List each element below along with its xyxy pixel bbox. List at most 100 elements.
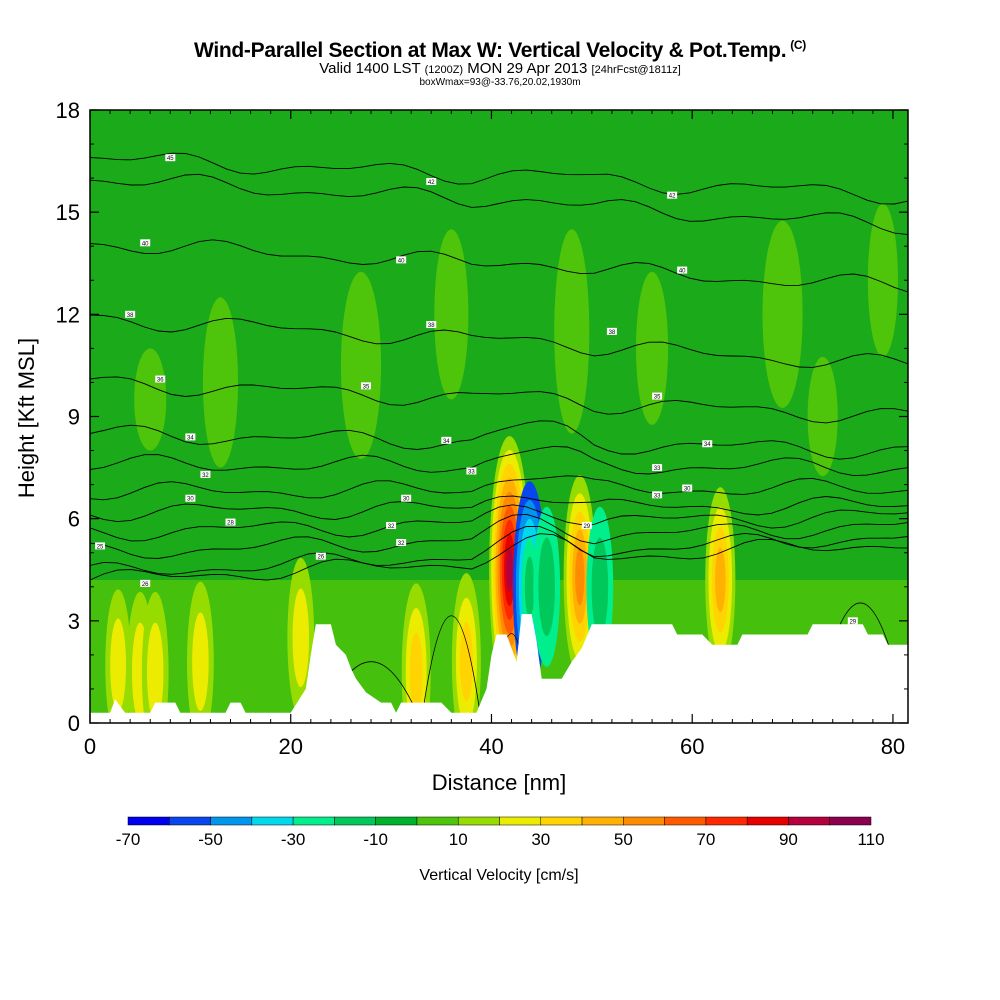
contour-label-bg bbox=[441, 436, 452, 444]
updraft-cell bbox=[459, 622, 473, 702]
valid-date: MON 29 Apr 2013 bbox=[467, 60, 588, 77]
theta-contour bbox=[90, 173, 908, 236]
contour-label-bg bbox=[225, 518, 236, 526]
theta-contour bbox=[90, 475, 908, 501]
contour-label: 40 bbox=[679, 269, 686, 275]
chart-subtitle-wmax: boxWmax=93@-33.76,20.02,1930m bbox=[419, 77, 581, 88]
contour-label-bg bbox=[606, 327, 617, 335]
theta-contour bbox=[90, 445, 908, 477]
colorbar-label: Vertical Velocity [cm/s] bbox=[419, 867, 578, 884]
x-tick-label: 0 bbox=[84, 734, 96, 759]
contour-label-bg bbox=[185, 433, 196, 441]
contour-label: 38 bbox=[428, 323, 435, 329]
colorbar-swatch bbox=[581, 816, 624, 826]
contour-label: 28 bbox=[227, 521, 234, 527]
colorbar-swatch bbox=[457, 816, 500, 826]
contour-label-bg bbox=[466, 467, 477, 475]
contour-label-bg bbox=[155, 375, 166, 383]
colorbar-swatch bbox=[251, 816, 294, 826]
contour-label-bg bbox=[652, 491, 663, 499]
contour-label: 40 bbox=[142, 241, 149, 247]
colorbar-tick-label: 110 bbox=[857, 830, 884, 849]
y-tick-label: 15 bbox=[56, 200, 80, 225]
updraft-cell bbox=[409, 632, 423, 712]
y-tick-label: 9 bbox=[68, 405, 80, 430]
weak-updraft-region bbox=[340, 271, 382, 460]
chart-title: Wind-Parallel Section at Max W: Vertical… bbox=[0, 38, 1000, 63]
updraft-cell bbox=[147, 622, 164, 722]
contour-label-bg bbox=[396, 539, 407, 547]
valid-utc: (1200Z) bbox=[424, 64, 464, 76]
colorbar-swatch bbox=[788, 816, 830, 826]
contour-label: 42 bbox=[428, 180, 435, 186]
contour-label-bg bbox=[667, 191, 678, 199]
contour-label: 33 bbox=[654, 466, 661, 472]
weak-updraft-region bbox=[636, 271, 669, 426]
contour-label-bg bbox=[682, 484, 693, 492]
x-tick-label: 40 bbox=[479, 734, 503, 759]
contour-label: 32 bbox=[388, 524, 395, 530]
y-tick-label: 18 bbox=[56, 98, 80, 123]
contour-label: 40 bbox=[398, 258, 405, 264]
colorbar-swatch bbox=[664, 816, 707, 826]
contour-label-bg bbox=[315, 552, 326, 560]
chart-title-text: Wind-Parallel Section at Max W: Vertical… bbox=[194, 39, 787, 62]
theta-contour bbox=[90, 495, 908, 523]
contour-label-bg bbox=[95, 542, 106, 550]
colorbar-swatch bbox=[829, 816, 872, 826]
contour-label-bg bbox=[702, 440, 713, 448]
chart-subtitle: Valid 1400 LST (1200Z) MON 29 Apr 2013 [… bbox=[0, 60, 1000, 77]
contour-label-bg bbox=[125, 310, 136, 318]
theta-contour bbox=[90, 239, 908, 293]
contour-label: 36 bbox=[157, 378, 164, 384]
colorbar-tick-label: 30 bbox=[531, 830, 550, 849]
colorbar-tick-label: -70 bbox=[116, 830, 141, 849]
contour-label-bg bbox=[140, 579, 151, 587]
contour-label: 25 bbox=[97, 544, 104, 550]
contour-label-bg bbox=[426, 178, 437, 186]
updraft-cell bbox=[506, 547, 513, 593]
downdraft-cell bbox=[591, 537, 609, 637]
colorbar-swatch bbox=[375, 816, 418, 826]
weak-updraft-region bbox=[134, 348, 167, 451]
colorbar-swatch bbox=[623, 816, 665, 826]
contour-label: 29 bbox=[849, 619, 856, 625]
colorbar-tick-label: -50 bbox=[198, 830, 223, 849]
valid-time: Valid 1400 LST bbox=[319, 60, 421, 77]
contour-label: 34 bbox=[187, 435, 194, 441]
downdraft-cell bbox=[538, 537, 555, 637]
colorbar-swatch bbox=[169, 816, 211, 826]
updraft-cell bbox=[575, 547, 585, 606]
updraft-cell bbox=[292, 588, 310, 688]
colorbar-swatch bbox=[127, 816, 170, 826]
contour-label-bg bbox=[847, 617, 858, 625]
contour-label: 38 bbox=[609, 330, 616, 336]
downdraft-cell bbox=[524, 556, 535, 617]
y-tick-label: 6 bbox=[68, 507, 80, 532]
contour-label: 32 bbox=[398, 541, 405, 547]
colorbar-swatch bbox=[540, 816, 583, 826]
theta-contour bbox=[90, 526, 908, 575]
contour-label-bg bbox=[386, 521, 397, 529]
updraft-cell bbox=[110, 618, 126, 712]
colorbar-tick-label: 70 bbox=[696, 830, 715, 849]
contour-label: 26 bbox=[142, 582, 149, 588]
contour-label-bg bbox=[396, 256, 407, 264]
colorbar-swatch bbox=[334, 816, 376, 826]
contour-label-bg bbox=[140, 239, 151, 247]
theta-contour bbox=[90, 314, 908, 368]
contour-label-bg bbox=[652, 464, 663, 472]
theta-contour bbox=[420, 615, 482, 723]
contour-label: 29 bbox=[583, 524, 590, 530]
y-tick-label: 0 bbox=[68, 711, 80, 736]
colorbar-tick-label: -10 bbox=[363, 830, 388, 849]
contour-label: 30 bbox=[684, 487, 691, 493]
x-axis-label: Distance [nm] bbox=[432, 770, 567, 795]
contour-label: 42 bbox=[669, 194, 676, 200]
weak-updraft-region bbox=[434, 229, 469, 400]
contour-label-bg bbox=[652, 392, 663, 400]
weak-updraft-region bbox=[202, 297, 239, 468]
contour-label-bg bbox=[426, 321, 437, 329]
colorbar-tick-label: 10 bbox=[449, 830, 468, 849]
